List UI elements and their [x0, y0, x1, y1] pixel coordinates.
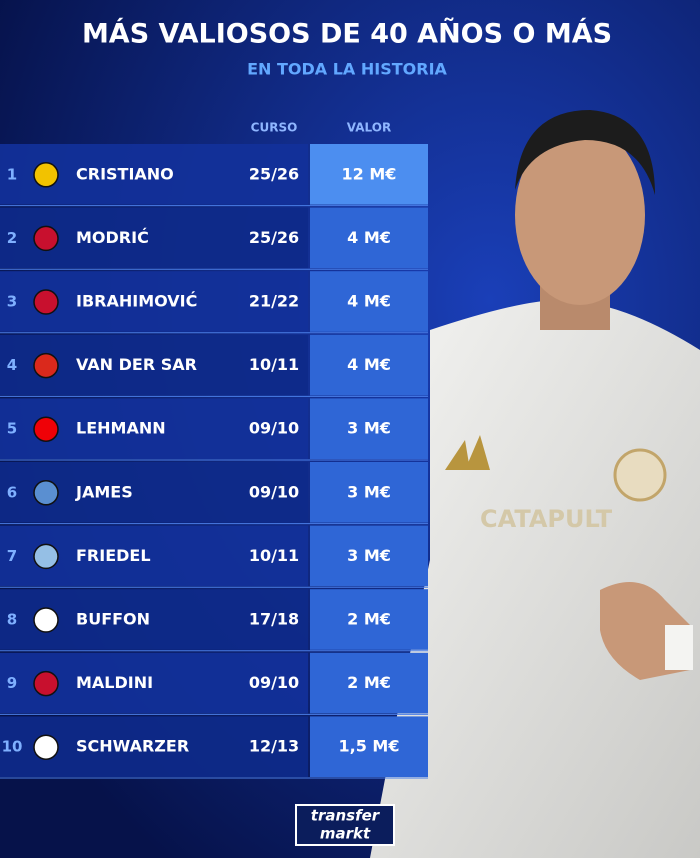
player-name: SCHWARZER: [76, 737, 189, 756]
column-header: VALOR: [347, 121, 391, 135]
club-badge: [33, 225, 59, 252]
value: 3 M€: [347, 419, 391, 438]
season: 10/11: [249, 546, 299, 565]
player-name: LEHMANN: [76, 419, 166, 438]
club-badge: [33, 734, 59, 760]
table: 1 CRISTIANO 25/26 12 M€ 2 MODRIĆ 25/26 4 M€ 3 IBR…: [0, 144, 428, 779]
value-cell: [310, 271, 428, 332]
player-name: VAN DER SAR: [76, 355, 197, 374]
season: 25/26: [249, 164, 299, 183]
value-cell: [310, 207, 428, 269]
rank: 6: [7, 483, 17, 501]
value-cell: [310, 398, 428, 459]
season: 25/26: [249, 228, 299, 247]
player-name: FRIEDEL: [76, 546, 151, 565]
value: 4 M€: [347, 355, 391, 374]
rank: 5: [7, 420, 17, 438]
rank: 2: [7, 229, 17, 247]
value-cell: [310, 144, 428, 205]
player-name: BUFFON: [76, 610, 150, 629]
season: 17/18: [249, 610, 299, 629]
column-header: CURSO: [251, 121, 298, 135]
value: 4 M€: [347, 292, 391, 311]
value: 12 M€: [342, 164, 397, 183]
value: 2 M€: [347, 673, 391, 692]
season: 10/11: [249, 355, 299, 374]
club-badge: [33, 289, 59, 315]
value-cell: [310, 462, 428, 523]
season: 12/13: [249, 737, 299, 756]
rank: 10: [2, 738, 23, 756]
value-cell: [310, 652, 428, 714]
value: 3 M€: [347, 546, 391, 565]
value-cell: [310, 716, 428, 777]
club-badge: [33, 670, 59, 697]
player-name: JAMES: [75, 482, 133, 501]
title: MÁS VALIOSOS DE 40 AÑOS O MÁS: [82, 18, 612, 50]
value: 1,5 M€: [339, 737, 400, 756]
rank: 3: [7, 293, 17, 311]
rank: 4: [7, 356, 17, 374]
rank: 7: [7, 547, 17, 565]
rank: 8: [7, 611, 17, 629]
subtitle: EN TODA LA HISTORIA: [247, 60, 447, 79]
shirt-text: CATAPULT: [480, 505, 613, 533]
value: 4 M€: [347, 228, 391, 247]
club-badge: [33, 416, 59, 442]
club-badge: [33, 480, 59, 506]
value-cell: [310, 589, 428, 650]
club-badge: [33, 162, 59, 188]
club-badge: [33, 352, 59, 379]
season: 09/10: [249, 482, 299, 501]
club-badge: [33, 607, 59, 633]
player-photo: CATAPULT: [370, 110, 700, 858]
value-cell: [310, 525, 428, 587]
logo-text: transfer: [311, 807, 381, 825]
player-name: CRISTIANO: [76, 164, 174, 183]
value-cell: [310, 334, 428, 396]
rank: 1: [7, 165, 17, 183]
player-name: MODRIĆ: [76, 228, 149, 247]
player-name: IBRAHIMOVIĆ: [76, 292, 197, 311]
rank: 9: [7, 674, 17, 692]
player-name: MALDINI: [76, 673, 153, 692]
logo: transfer markt: [295, 804, 395, 846]
value: 3 M€: [347, 482, 391, 501]
season: 09/10: [249, 419, 299, 438]
season: 09/10: [249, 673, 299, 692]
club-badge: [33, 543, 59, 570]
value: 2 M€: [347, 610, 391, 629]
logo-text: markt: [320, 825, 371, 843]
season: 21/22: [249, 292, 299, 311]
